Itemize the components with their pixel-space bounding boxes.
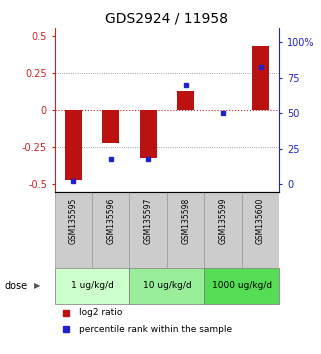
Bar <box>252 46 269 110</box>
Bar <box>177 91 194 110</box>
Text: 1 ug/kg/d: 1 ug/kg/d <box>71 281 113 290</box>
Bar <box>55 192 92 268</box>
Bar <box>242 192 279 268</box>
Bar <box>167 192 204 268</box>
Bar <box>140 110 157 158</box>
Bar <box>65 110 82 180</box>
Bar <box>92 192 129 268</box>
Bar <box>55 268 129 304</box>
Text: GSM135599: GSM135599 <box>219 198 228 244</box>
Text: percentile rank within the sample: percentile rank within the sample <box>79 325 232 333</box>
Text: GSM135596: GSM135596 <box>106 198 115 244</box>
Text: 10 ug/kg/d: 10 ug/kg/d <box>143 281 191 290</box>
Bar <box>204 268 279 304</box>
Text: 1000 ug/kg/d: 1000 ug/kg/d <box>212 281 272 290</box>
Bar <box>129 268 204 304</box>
Text: GSM135600: GSM135600 <box>256 198 265 244</box>
Text: ▶: ▶ <box>34 281 40 290</box>
Bar <box>102 110 119 143</box>
Bar <box>129 192 167 268</box>
Title: GDS2924 / 11958: GDS2924 / 11958 <box>105 12 229 26</box>
Text: GSM135597: GSM135597 <box>144 198 153 244</box>
Text: dose: dose <box>5 281 28 291</box>
Text: log2 ratio: log2 ratio <box>79 308 123 317</box>
Text: GSM135598: GSM135598 <box>181 198 190 244</box>
Text: GSM135595: GSM135595 <box>69 198 78 244</box>
Bar <box>204 192 242 268</box>
